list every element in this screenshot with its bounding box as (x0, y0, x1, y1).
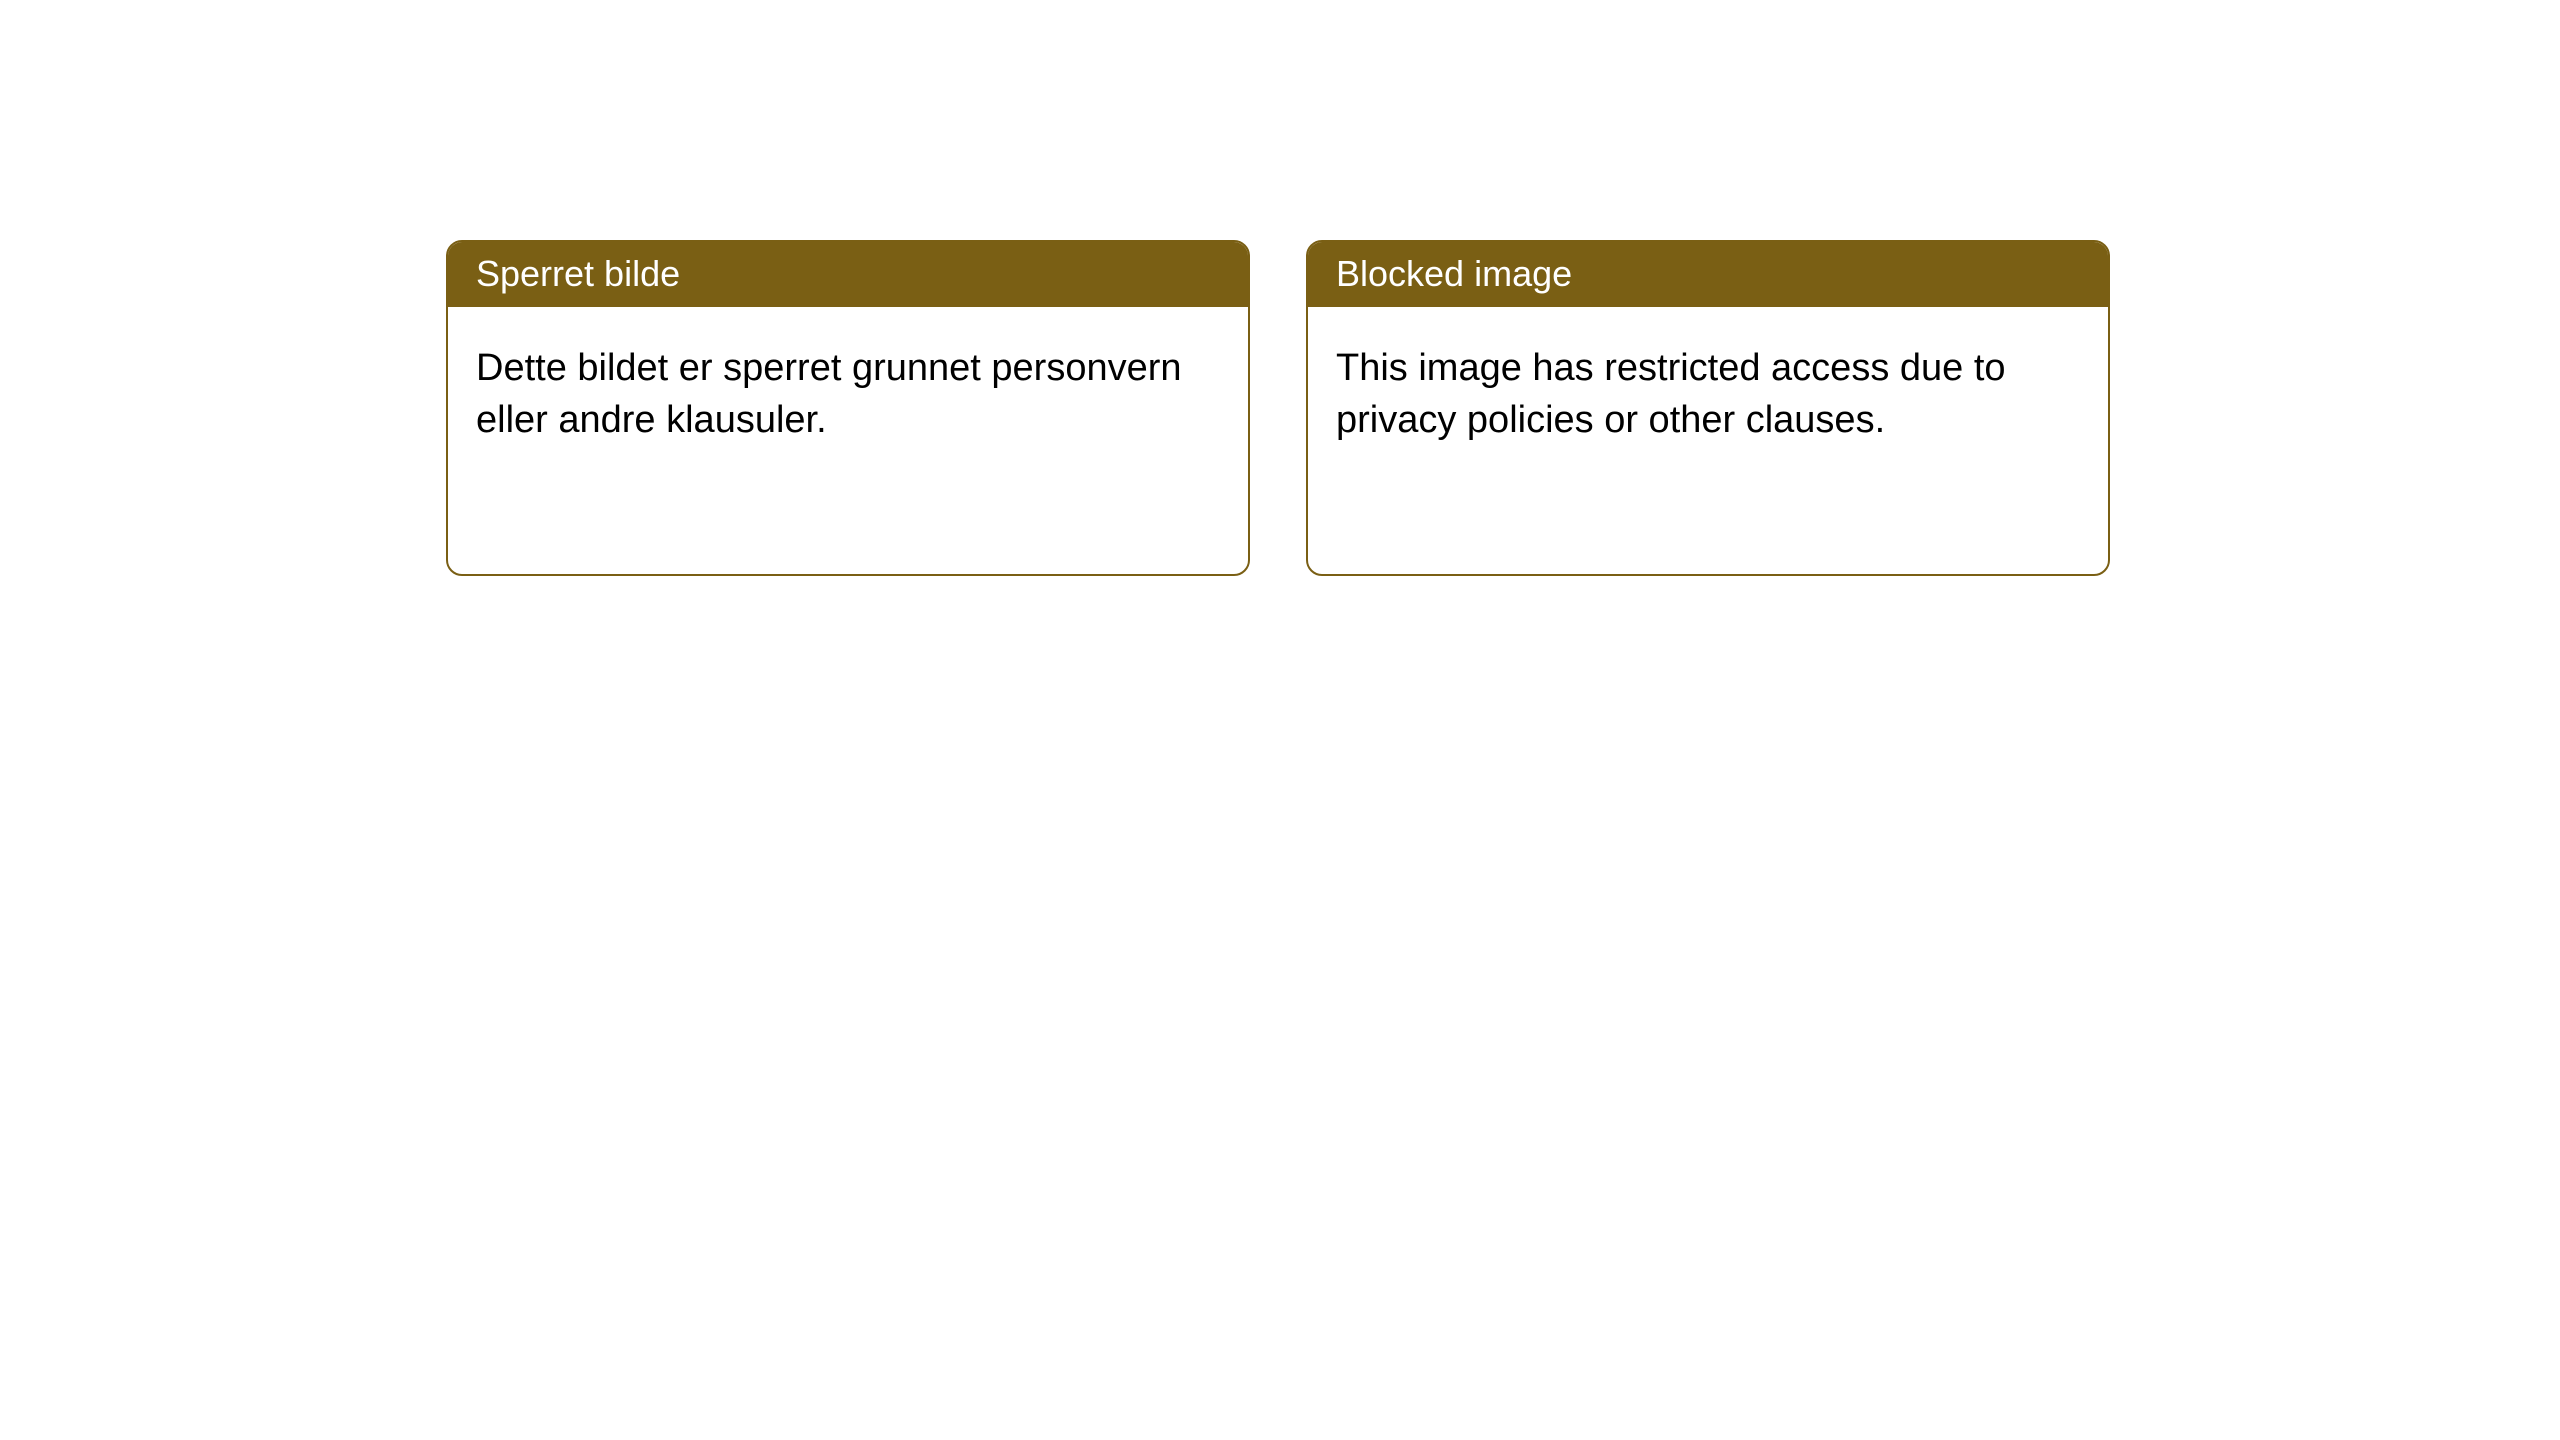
notice-card-norwegian: Sperret bilde Dette bildet er sperret gr… (446, 240, 1250, 576)
notice-body: This image has restricted access due to … (1308, 307, 2108, 482)
notice-card-english: Blocked image This image has restricted … (1306, 240, 2110, 576)
notice-body: Dette bildet er sperret grunnet personve… (448, 307, 1248, 482)
notice-header: Sperret bilde (448, 242, 1248, 307)
notice-header: Blocked image (1308, 242, 2108, 307)
notice-container: Sperret bilde Dette bildet er sperret gr… (0, 0, 2560, 576)
